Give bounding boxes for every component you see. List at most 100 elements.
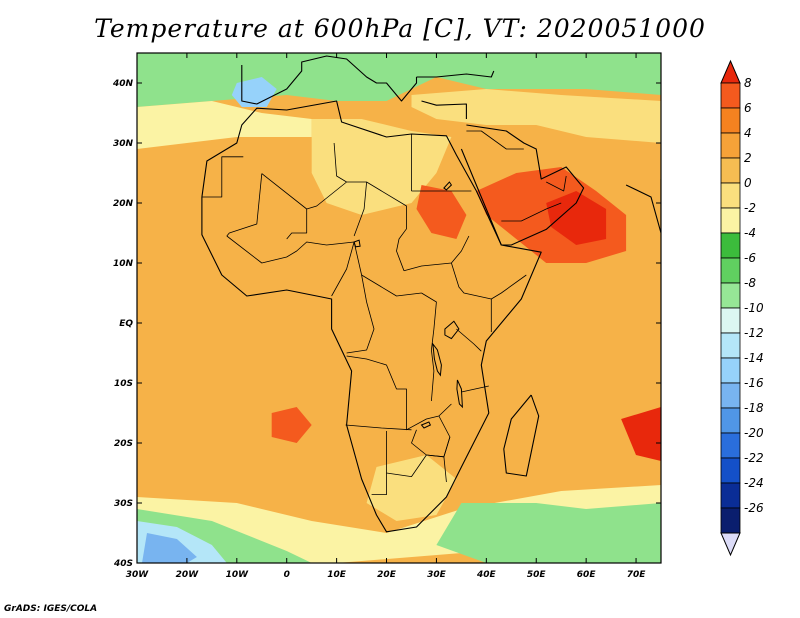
colorbar-swatch xyxy=(720,382,741,409)
border-ethiopia-west xyxy=(451,262,527,300)
border-angola-drc xyxy=(346,355,407,401)
colorbar-swatch xyxy=(720,307,741,334)
colorbar-swatch xyxy=(720,82,741,109)
lat-tick-label: 10S xyxy=(114,379,133,389)
colorbar-top-arrow xyxy=(720,59,741,84)
colorbar-label: -24 xyxy=(744,476,764,490)
lon-tick-label: 20E xyxy=(377,570,397,580)
border-angola-namibia xyxy=(345,424,412,431)
lat-tick-label: EQ xyxy=(119,319,133,329)
border-algeria-libya xyxy=(333,142,347,183)
colorbar-swatch xyxy=(720,432,741,459)
coastline-india-coast xyxy=(625,179,661,234)
chart-title: Temperature at 600hPa [C], VT: 202005100… xyxy=(94,14,706,43)
grads-credit: GrADS: IGES/COLA xyxy=(4,604,98,614)
coastline-arabia-coast xyxy=(460,124,585,246)
region-south-atlantic-hot xyxy=(271,407,312,443)
colorbar-label: -22 xyxy=(744,451,764,465)
colorbar-label: -4 xyxy=(744,226,756,240)
lat-tick-label: 40N xyxy=(112,79,134,89)
lon-tick-label: 40E xyxy=(476,570,497,580)
lat-tick-label: 10N xyxy=(113,259,134,269)
temperature-regions xyxy=(137,53,661,563)
lake-tanganyika xyxy=(432,342,442,377)
colorbar-label: -10 xyxy=(744,301,764,315)
coastline-africa-coast xyxy=(201,100,542,533)
coastline-anatolia-south-coast xyxy=(421,100,467,119)
colorbar-label: -26 xyxy=(744,501,764,515)
colorbar-swatch xyxy=(720,282,741,309)
colorbar-label: -6 xyxy=(744,251,756,265)
longitude-axis: 30W 20W 10W 0 10E 20E 30E 40E 50E 60E 70E xyxy=(126,53,646,580)
border-saudi-yemen xyxy=(501,202,562,222)
region-southwest-blue xyxy=(142,533,197,563)
border-drc-east xyxy=(421,292,437,402)
lon-tick-label: 60E xyxy=(577,570,597,580)
colorbar-bottom-arrow xyxy=(720,532,741,557)
lat-tick-label: 30S xyxy=(114,499,133,509)
border-western-sahara xyxy=(201,156,244,198)
lake-chad xyxy=(353,239,361,248)
region-arabia-hotter xyxy=(546,191,607,245)
lat-tick-label: 20S xyxy=(114,439,133,449)
colorbar-swatch xyxy=(720,182,741,209)
colorbar-swatch xyxy=(720,107,741,134)
lake-nasser xyxy=(443,181,453,191)
lon-tick-label: 10W xyxy=(226,570,250,580)
lon-tick-label: 30E xyxy=(427,570,447,580)
border-tanzania-mozambique xyxy=(461,385,489,393)
colorbar-swatch xyxy=(720,482,741,509)
lon-tick-label: 30W xyxy=(126,570,150,580)
colorbar-label: 6 xyxy=(744,101,752,115)
border-mozambique-west xyxy=(438,415,451,483)
colorbar-swatch xyxy=(720,457,741,484)
lat-tick-label: 20N xyxy=(113,199,134,209)
border-mauritania-mali xyxy=(226,173,263,237)
colorbar-label: -2 xyxy=(744,201,756,215)
border-oman-uae xyxy=(546,175,567,192)
lake-malawi xyxy=(456,379,463,409)
colorbar-swatch xyxy=(720,157,741,184)
region-southern-africa-pale xyxy=(366,455,457,521)
border-algeria-mali xyxy=(261,173,347,210)
lake-victoria xyxy=(444,320,460,340)
colorbar-swatch xyxy=(720,207,741,234)
border-namibia-botswana xyxy=(371,431,387,496)
colorbar-label: 8 xyxy=(744,76,752,90)
colorbar-label: 2 xyxy=(744,151,752,165)
coastline-anatolia-coast xyxy=(416,70,495,78)
colorbar-swatch xyxy=(720,257,741,284)
lon-tick-label: 20W xyxy=(176,570,200,580)
lake-kariba xyxy=(420,421,432,429)
lat-tick-label: 40S xyxy=(113,559,133,569)
lat-tick-label: 30N xyxy=(113,139,134,149)
border-sahel-south xyxy=(226,235,422,297)
border-zambia-south xyxy=(406,401,452,431)
colorbar-swatch xyxy=(720,332,741,359)
colorbar-label: -8 xyxy=(744,276,756,290)
colorbar-label: -18 xyxy=(744,401,764,415)
colorbar-label: -16 xyxy=(744,376,764,390)
coastline-madagascar-coast xyxy=(503,394,540,477)
border-kenya-tanzania xyxy=(456,328,482,352)
border-saudi-iraq xyxy=(466,130,524,150)
lakes xyxy=(353,181,463,429)
region-middle-east-pale xyxy=(411,89,661,143)
colorbar-swatch xyxy=(720,507,741,534)
map-frame xyxy=(136,52,662,564)
colorbar-label: -14 xyxy=(744,351,764,365)
colorbar-label: 0 xyxy=(744,176,752,190)
region-south-green-band-east xyxy=(436,503,661,563)
colorbar-swatch xyxy=(720,132,741,159)
colorbar-label: 4 xyxy=(744,126,752,140)
region-northwest-pale-band xyxy=(137,101,312,149)
region-sudan-hot xyxy=(416,185,467,239)
country-borders xyxy=(201,130,567,496)
lon-tick-label: 50E xyxy=(527,570,547,580)
border-south-africa-north xyxy=(386,454,444,478)
latitude-axis: 40N 30N 20N 10N EQ 10S 20S 30S 40S xyxy=(112,79,661,569)
border-niger-chad-west xyxy=(353,181,367,237)
border-congo-west xyxy=(346,274,375,354)
map-area xyxy=(137,53,661,563)
